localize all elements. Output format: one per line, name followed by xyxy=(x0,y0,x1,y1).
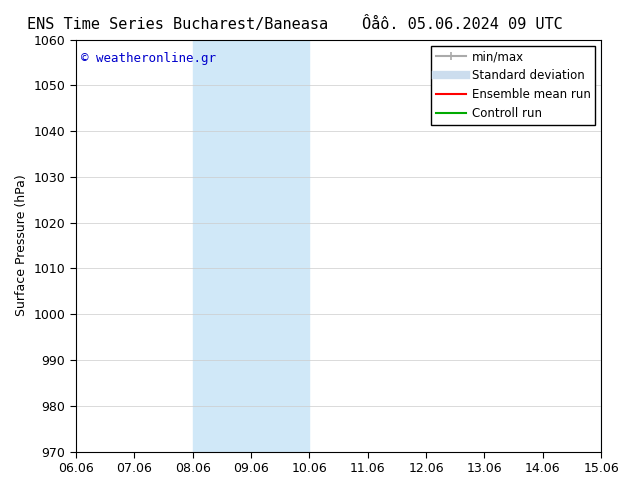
Bar xyxy=(193,40,309,452)
Text: Ôåô. 05.06.2024 09 UTC: Ôåô. 05.06.2024 09 UTC xyxy=(363,17,563,32)
Text: ENS Time Series Bucharest/Baneasa: ENS Time Series Bucharest/Baneasa xyxy=(27,17,328,32)
Y-axis label: Surface Pressure (hPa): Surface Pressure (hPa) xyxy=(15,175,28,317)
Legend: min/max, Standard deviation, Ensemble mean run, Controll run: min/max, Standard deviation, Ensemble me… xyxy=(432,46,595,124)
Text: © weatheronline.gr: © weatheronline.gr xyxy=(81,52,216,65)
Bar xyxy=(601,40,634,452)
